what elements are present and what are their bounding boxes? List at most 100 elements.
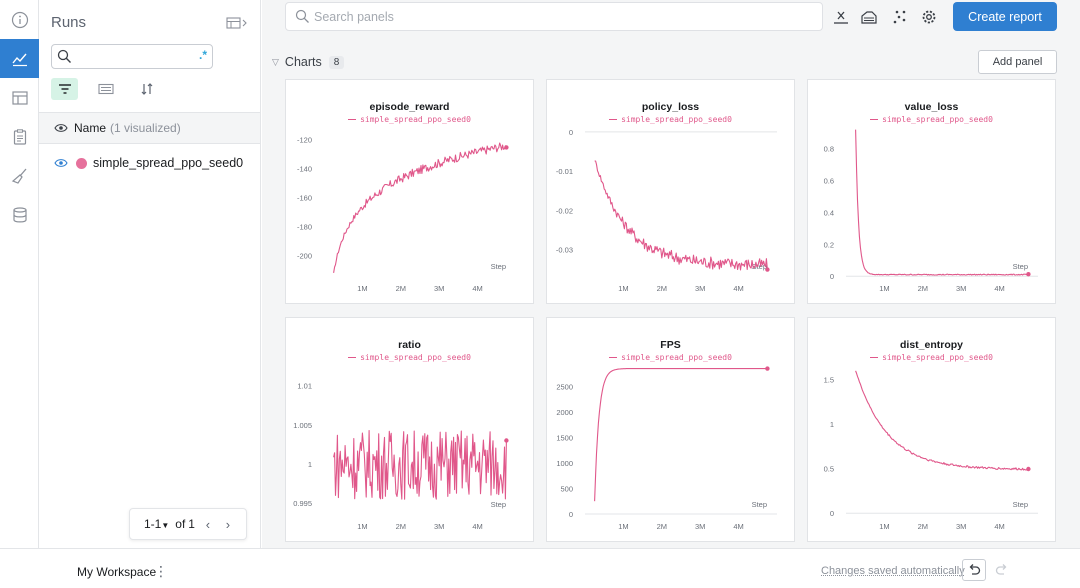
y-tick-label: 1.01 [297,382,312,391]
y-tick-label: -180 [297,222,312,231]
chart-panel-dist-entropy[interactable]: 1.5 1 0.5 0 1M 2M 3M 4M Step dist_entropy simple_s… [807,317,1056,542]
legend-label: simple_spread_ppo_seed0 [882,115,993,124]
line-chart: 0 -0.01 -0.02 -0.03 1M 2M 3M 4M Step [556,128,777,293]
x-tick-label: 1M [357,284,367,293]
series-end-point [504,438,509,443]
more-vertical-icon[interactable]: ⋮ [154,563,168,579]
gear-icon[interactable] [920,8,938,26]
runs-table-toggle[interactable] [226,14,248,32]
column-name-label[interactable]: Name [74,121,107,135]
add-panel-button[interactable]: Add panel [978,50,1057,74]
charts-section-header[interactable]: ▽ Charts 8 [272,55,345,69]
x-tick-label: 2M [918,284,928,293]
left-nav-rail [0,0,39,548]
chart-title: policy_loss [641,101,700,113]
x-axis-label: Step [1013,262,1028,271]
line-chart: 1.5 1 0.5 0 1M 2M 3M 4M Step [824,370,1038,531]
regex-toggle[interactable]: .* [198,48,207,62]
x-axis-label: Step [1013,500,1028,509]
filter-button[interactable] [51,78,78,100]
y-tick-label: 1.005 [293,421,312,430]
legend-label: simple_spread_ppo_seed0 [621,353,732,362]
artifacts-database-icon [12,206,27,222]
x-tick-label: 3M [434,284,444,293]
undo-button[interactable] [962,559,986,581]
undo-icon [969,564,981,575]
chevron-right-icon[interactable]: › [225,516,231,532]
redo-button[interactable] [990,559,1014,581]
report-icon [13,128,26,145]
chart-panel-value-loss[interactable]: 0.8 0.6 0.4 0.2 0 1M 2M 3M 4M Step value_loss simpl… [807,79,1056,304]
smoothing-icon[interactable] [860,8,878,26]
x-tick-label: 4M [733,284,743,293]
x-tick-label: 4M [994,284,1004,293]
run-color-dot[interactable] [76,157,87,169]
x-tick-label: 2M [396,522,406,531]
x-tick-label: 3M [956,284,966,293]
chart-legend: simple_spread_ppo_seed0 [547,115,794,124]
x-tick-label: 2M [657,522,667,531]
nav-sweeps[interactable] [0,156,39,195]
chevron-down-icon: ▽ [272,56,279,67]
runs-pager: 1-1▼ of 1 ‹ › [129,508,247,540]
series-end-point [1026,466,1031,472]
nav-reports[interactable] [0,117,39,156]
table-icon [11,90,28,105]
line-chart: 2500 2000 1500 1000 500 0 1M 2M 3M 4M Step [556,366,777,531]
create-report-button[interactable]: Create report [953,2,1057,31]
group-button[interactable] [92,78,119,100]
nav-table[interactable] [0,78,39,117]
x-tick-label: 3M [956,522,966,531]
y-tick-label: 0 [830,272,834,281]
y-tick-label: -0.03 [556,246,573,255]
page-total: 1 [188,517,195,531]
workspace-footer: My Workspace ⋮ Changes saved automatical… [0,548,1080,588]
x-tick-label: 1M [618,284,628,293]
sort-button[interactable] [133,78,160,100]
legend-label: simple_spread_ppo_seed0 [360,353,471,362]
y-tick-label: -120 [297,136,312,145]
y-tick-label: 0.995 [293,499,312,508]
search-panels-input[interactable]: Search panels [285,2,823,31]
runs-search-input[interactable]: .* [51,44,213,69]
chart-panel-policy-loss[interactable]: 0 -0.01 -0.02 -0.03 1M 2M 3M 4M Step policy_loss s… [546,79,795,304]
series-end-point [765,267,770,272]
outliers-scatter-icon[interactable] [891,8,909,26]
search-icon [57,49,71,63]
y-tick-label: -0.01 [556,167,573,176]
nav-artifacts[interactable] [0,195,39,234]
y-tick-label: 2000 [556,408,573,417]
chevron-left-icon[interactable]: ‹ [205,516,211,532]
series-end-point [765,366,770,371]
chart-panel-fps[interactable]: 2500 2000 1500 1000 500 0 1M 2M 3M 4M Step FPS simpl… [546,317,795,542]
chart-panel-episode-reward[interactable]: -120 -140 -160 -180 -200 1M 2M 3M 4M Step episode_… [285,79,534,304]
y-tick-label: 2500 [556,382,573,391]
caret-down-icon: ▼ [161,521,170,530]
run-name[interactable]: simple_spread_ppo_seed0 [93,156,244,170]
search-icon [295,9,309,23]
page-range-select[interactable]: 1-1▼ [144,517,169,531]
nav-charts[interactable] [0,39,39,78]
nav-overview[interactable] [0,0,39,39]
eye-icon[interactable] [54,158,68,168]
eye-icon[interactable] [54,123,68,133]
y-tick-label: 0 [569,128,573,137]
legend-swatch [870,118,879,121]
filter-icon [58,84,71,94]
chart-legend: simple_spread_ppo_seed0 [808,353,1055,362]
workspace-name[interactable]: My Workspace [77,565,157,579]
legend-label: simple_spread_ppo_seed0 [882,353,993,362]
series-line [594,368,768,502]
visualized-count: (1 visualized) [110,121,181,135]
y-tick-label: 1000 [556,459,573,468]
run-row[interactable]: simple_spread_ppo_seed0 [39,150,260,176]
y-tick-label: 1 [830,420,834,429]
table-expand-icon [226,17,247,29]
series-line [594,160,768,271]
x-axis-settings-icon[interactable] [832,8,850,26]
series-end-point [1026,272,1031,277]
legend-swatch [609,118,618,121]
x-tick-label: 1M [618,522,628,531]
page-range: 1-1 [144,517,162,531]
chart-panel-ratio[interactable]: 1.01 1.005 1 0.995 1M 2M 3M 4M Step ratio simple_s… [285,317,534,542]
